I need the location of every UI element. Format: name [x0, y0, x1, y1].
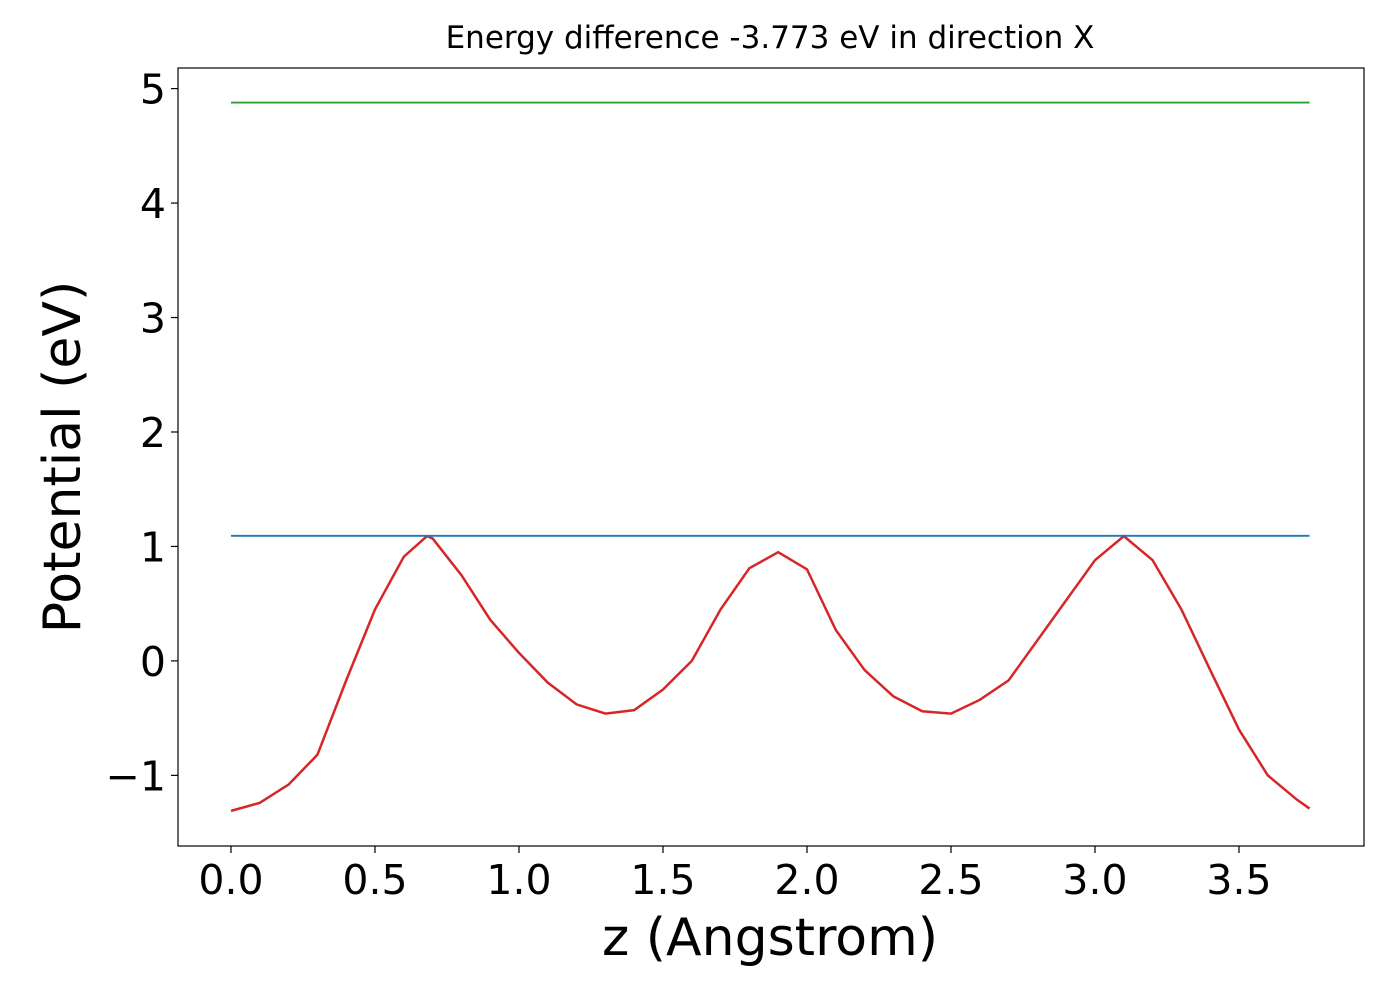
y-tick-label: 5	[140, 66, 166, 114]
y-tick-label: 1	[140, 523, 166, 571]
y-tick-label: 3	[140, 295, 166, 343]
x-tick-label: 1.5	[630, 856, 695, 904]
y-tick-label: 2	[140, 409, 166, 457]
x-tick-label: 1.0	[486, 856, 551, 904]
y-tick-label: 0	[140, 638, 166, 686]
series-line	[230, 534, 1311, 813]
x-axis-label: z (Angstrom)	[602, 908, 938, 968]
y-tick-label: 4	[140, 180, 166, 228]
chart-title: Energy difference -3.773 eV in direction…	[446, 20, 1095, 56]
x-tick-label: 2.5	[918, 856, 983, 904]
x-tick-label: 3.5	[1206, 856, 1271, 904]
x-tick-label: 0.5	[342, 856, 407, 904]
y-axis-label: Potential (eV)	[33, 281, 93, 633]
x-tick-label: 3.0	[1062, 856, 1127, 904]
x-tick-label: 0.0	[198, 856, 263, 904]
plot-frame	[177, 67, 1365, 847]
x-tick-label: 2.0	[774, 856, 839, 904]
y-tick-label: −1	[106, 752, 166, 800]
